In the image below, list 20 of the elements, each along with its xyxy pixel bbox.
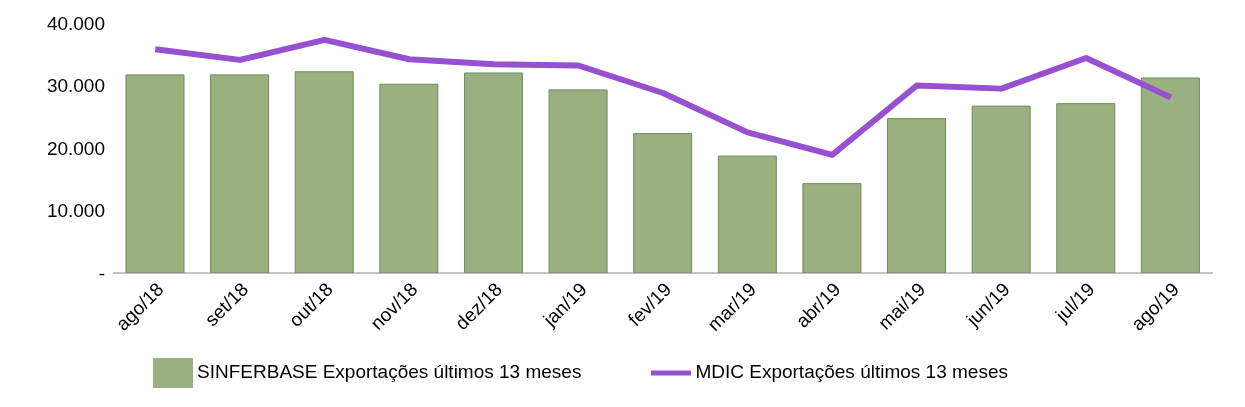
bar: [379, 83, 439, 273]
bar: [210, 74, 270, 273]
bar: [887, 118, 947, 273]
bar: [802, 183, 862, 273]
bar: [1056, 103, 1116, 273]
bar: [125, 74, 185, 273]
legend-label: SINFERBASE Exportações últimos 13 meses: [197, 361, 582, 383]
y-tick-label: 40.000: [46, 12, 105, 34]
legend-label: MDIC Exportações últimos 13 meses: [695, 361, 1008, 383]
bar: [294, 71, 354, 273]
bar: [548, 89, 608, 273]
y-tick-label: -: [98, 262, 105, 284]
bar: [1140, 77, 1200, 273]
y-tick-label: 10.000: [46, 200, 105, 222]
bar: [971, 105, 1031, 273]
bar: [717, 155, 777, 273]
y-tick-label: 30.000: [46, 75, 105, 97]
bar: [633, 133, 693, 273]
y-tick-label: 20.000: [46, 137, 105, 159]
bar: [463, 72, 523, 273]
